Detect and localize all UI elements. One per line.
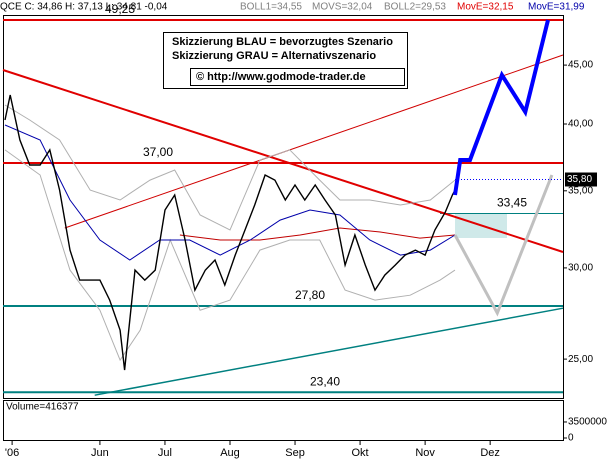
price-line <box>179 227 456 241</box>
volume-tick-label: 3500000 <box>568 417 607 428</box>
scenario-line <box>453 19 550 196</box>
level-label: 23,40 <box>310 374 340 388</box>
volume-tick-label: 0 <box>568 433 574 444</box>
x-tick-label: Jul <box>158 447 172 459</box>
x-tick-label: Sep <box>285 447 305 459</box>
header-text: MovE=32,15 <box>457 2 514 13</box>
trend-line <box>94 307 564 396</box>
y-tick-label: 40,00 <box>568 119 593 130</box>
annotation: © http://www.godmode-trader.de <box>196 71 366 83</box>
price-line <box>4 149 456 362</box>
annotation: Skizzierung GRAU = Alternativszenario <box>172 50 376 62</box>
x-tick-label: Dez <box>480 447 500 459</box>
price-line <box>4 104 456 231</box>
y-tick-label: 45,00 <box>568 60 593 71</box>
plot-frame <box>3 15 564 399</box>
annotation: Skizzierung BLAU = bevorzugtes Szenario <box>172 36 393 48</box>
level-label: 27,80 <box>295 288 325 302</box>
price-marker-label: 35,80 <box>567 174 592 185</box>
level-label: 49,25 <box>105 2 135 16</box>
price-line <box>4 94 456 371</box>
header-text: BOLL1=34,55 <box>240 2 302 13</box>
plot-layer: 49,25 37,00 33,45 27,80 23,40 <box>2 2 564 396</box>
x-tick-label: Jun <box>91 447 109 459</box>
header-text: QCE C: 34,86 H: 37,13 L: 34,81 -0,04 <box>0 2 168 13</box>
volume-frame <box>3 400 564 441</box>
trend-line <box>2 69 564 253</box>
y-tick-label: 30,00 <box>568 263 593 274</box>
level-label: 37,00 <box>143 145 173 159</box>
x-tick-label: Nov <box>415 447 435 459</box>
x-tick-label: '06 <box>5 447 19 459</box>
header-text: MovE=31,99 <box>528 2 585 13</box>
header-text: BOLL2=29,53 <box>384 2 446 13</box>
price-line <box>4 124 456 261</box>
price-marker-box <box>565 172 597 187</box>
volume-label: Volume=416377 <box>6 402 79 413</box>
y-tick-label: 25,00 <box>568 354 593 365</box>
y-tick-label: 35,00 <box>568 185 593 196</box>
copyright-box <box>190 68 405 86</box>
trend-line <box>64 54 564 229</box>
x-tick-label: Aug <box>220 447 240 459</box>
header-text: MOVS=32,04 <box>312 2 373 13</box>
x-tick-label: Okt <box>352 447 369 459</box>
scenario-line <box>453 174 554 317</box>
level-label: 33,45 <box>497 196 527 210</box>
